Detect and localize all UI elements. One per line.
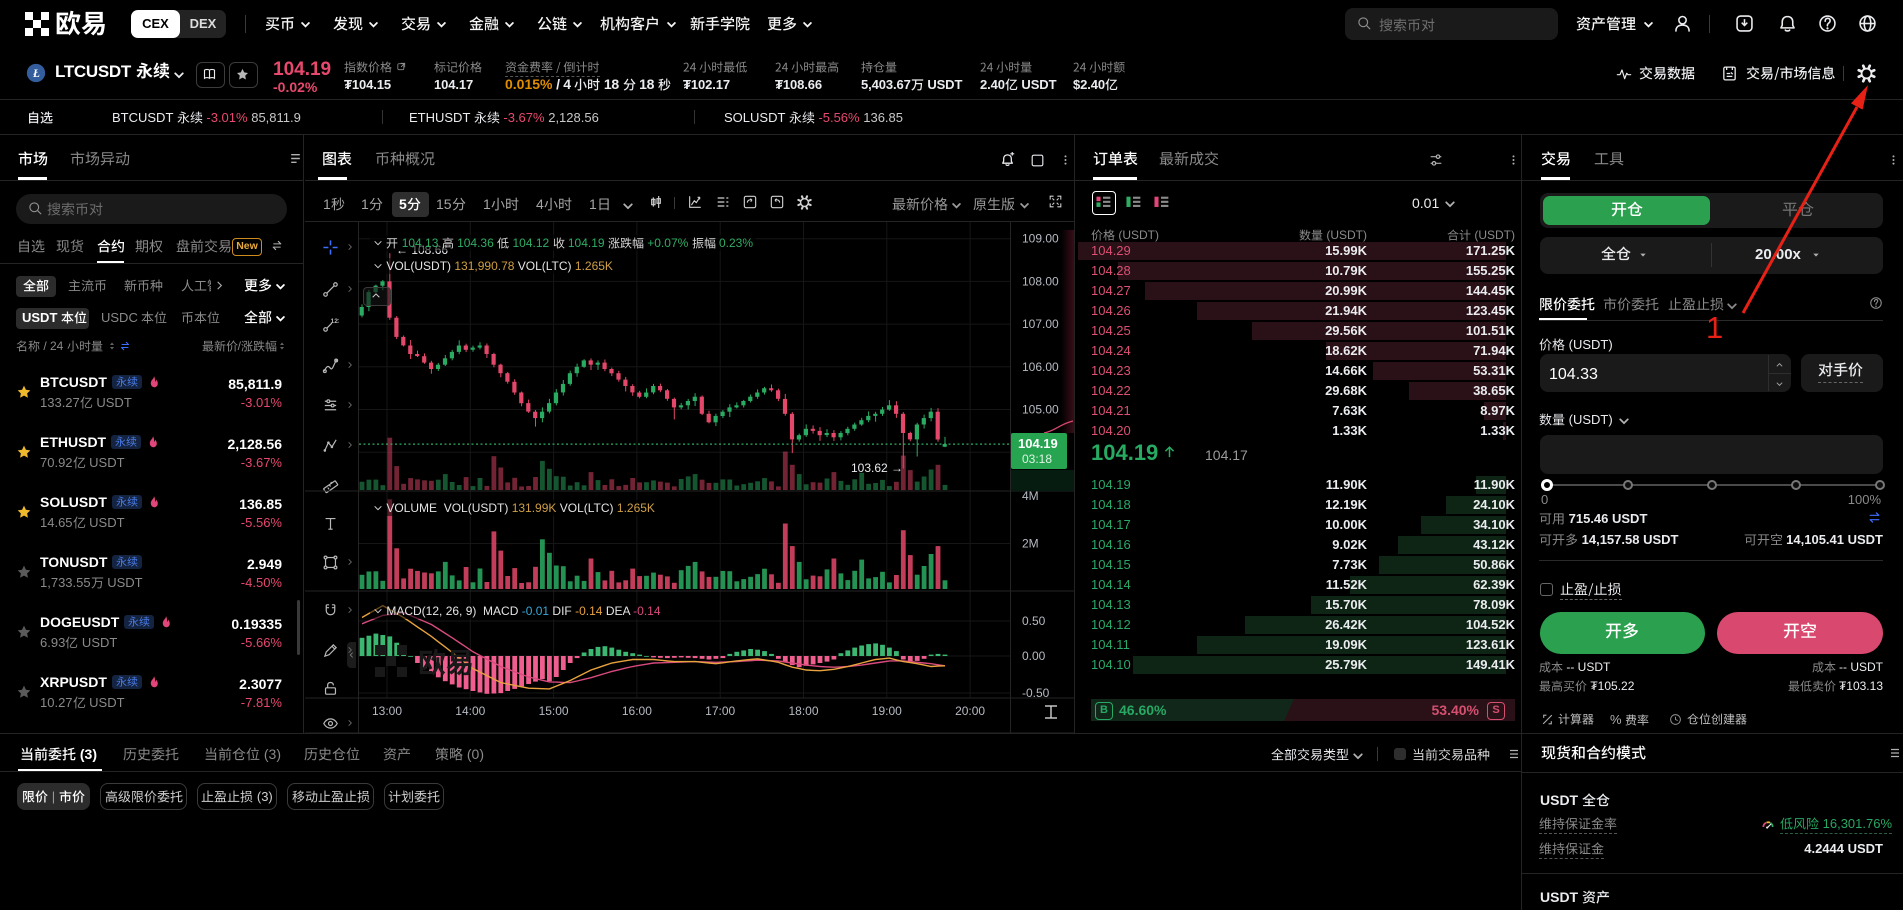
- svg-text:104.19: 104.19: [1018, 436, 1058, 451]
- svg-text:106.00: 106.00: [1022, 360, 1059, 374]
- svg-text:Ł: Ł: [32, 68, 40, 80]
- svg-text:17:00: 17:00: [705, 704, 735, 718]
- svg-text:103.62 →: 103.62 →: [851, 461, 903, 475]
- svg-text:03:18: 03:18: [1022, 452, 1052, 466]
- svg-text:14:00: 14:00: [455, 704, 485, 718]
- svg-text:13:00: 13:00: [372, 704, 402, 718]
- svg-text:16:00: 16:00: [622, 704, 652, 718]
- svg-text:108.00: 108.00: [1022, 274, 1059, 288]
- svg-text:1: 1: [1706, 310, 1723, 345]
- svg-text:4M: 4M: [1022, 489, 1039, 503]
- svg-text:20:00: 20:00: [955, 704, 985, 718]
- svg-text:0.50: 0.50: [1022, 614, 1046, 628]
- svg-text:-0.50: -0.50: [1022, 686, 1050, 700]
- svg-text:19:00: 19:00: [872, 704, 902, 718]
- svg-text:123: 123: [331, 318, 340, 325]
- svg-text:109.00: 109.00: [1022, 232, 1059, 246]
- svg-text:2M: 2M: [1022, 537, 1039, 551]
- svg-text:0.00: 0.00: [1022, 649, 1046, 663]
- svg-text:15:00: 15:00: [539, 704, 569, 718]
- svg-text:105.00: 105.00: [1022, 403, 1059, 417]
- svg-text:18:00: 18:00: [788, 704, 818, 718]
- svg-text:107.00: 107.00: [1022, 317, 1059, 331]
